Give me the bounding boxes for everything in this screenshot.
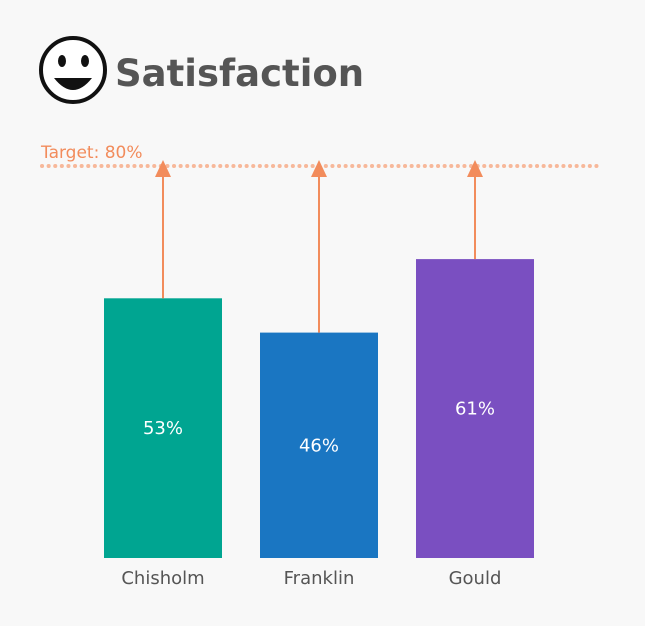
category-label-chisholm: Chisholm bbox=[121, 568, 204, 589]
bar-gould bbox=[416, 259, 534, 558]
category-label-franklin: Franklin bbox=[284, 568, 355, 589]
bar-franklin bbox=[260, 332, 378, 558]
gap-arrow-head-chisholm bbox=[155, 160, 171, 177]
gap-arrow-head-franklin bbox=[311, 160, 327, 177]
smiley-face-icon bbox=[39, 36, 107, 104]
bar-chisholm bbox=[104, 298, 222, 558]
bar-value-label-gould: 61% bbox=[455, 399, 495, 420]
bars-group: 53% Chisholm 46% Franklin 61% Gould bbox=[104, 160, 534, 589]
bar-value-label-chisholm: 53% bbox=[143, 418, 183, 439]
gap-arrow-head-gould bbox=[467, 160, 483, 177]
chart-title: Satisfaction bbox=[115, 52, 364, 95]
bar-value-label-franklin: 46% bbox=[299, 435, 339, 456]
target-label: Target: 80% bbox=[40, 143, 143, 163]
category-label-gould: Gould bbox=[449, 568, 502, 589]
